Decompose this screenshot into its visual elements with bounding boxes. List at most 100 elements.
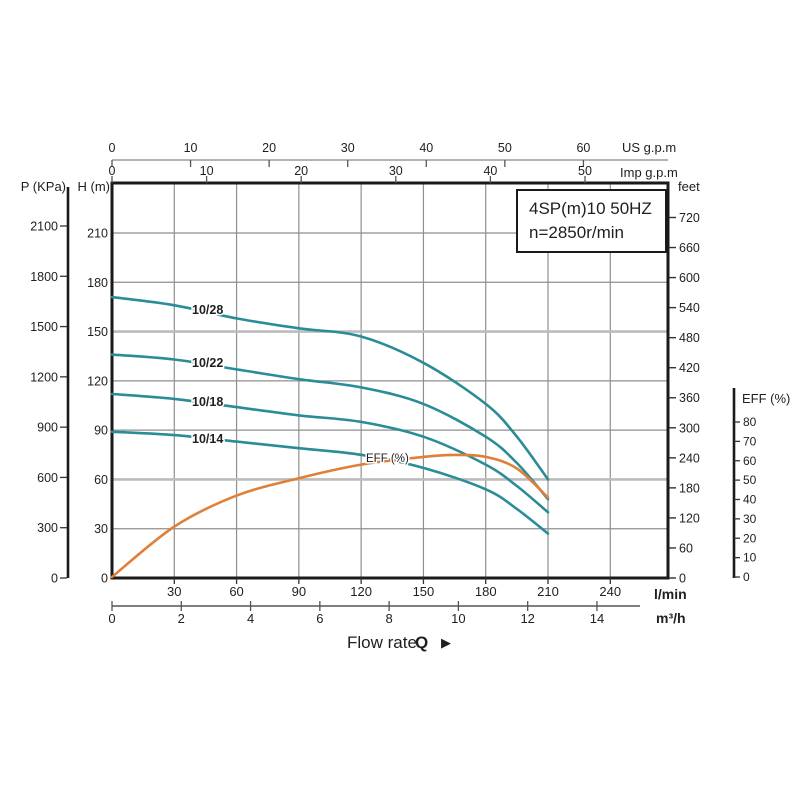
eff-tick-label: 70 <box>743 434 757 448</box>
curve-label: 10/28 <box>192 303 223 317</box>
feet-tick-label: 180 <box>679 481 700 495</box>
lmin-tick-label: 240 <box>599 584 621 599</box>
us-gpm-tick-label: 10 <box>184 141 198 155</box>
feet-tick-label: 540 <box>679 301 700 315</box>
imp-gpm-tick-label: 0 <box>109 164 116 178</box>
us-gpm-tick-label: 50 <box>498 141 512 155</box>
feet-tick-label: 480 <box>679 331 700 345</box>
feet-tick-label: 120 <box>679 511 700 525</box>
curve-eff- <box>110 453 550 579</box>
lmin-tick-label: 90 <box>292 584 306 599</box>
us-gpm-tick-label: 60 <box>576 141 590 155</box>
m3h-tick-label: 4 <box>247 611 254 626</box>
title-box: 4SP(m)10 50HZ n=2850r/min <box>516 189 667 253</box>
m3h-tick-label: 8 <box>386 611 393 626</box>
feet-tick-label: 240 <box>679 451 700 465</box>
tick-labels: 0 10 20 30 40 50 600 10 20 30 40 502100180015001200… <box>30 141 756 626</box>
p-tick-label: 1800 <box>30 270 58 284</box>
curve-label: 10/22 <box>192 356 223 370</box>
imp-gpm-tick-label: 30 <box>389 164 403 178</box>
pump-model-label: 4SP(m)10 50HZ <box>529 199 652 218</box>
feet-axis-title: feet <box>678 179 700 194</box>
curve-labels: 10/28 10/22 10/18 10/14 EFF (%) <box>191 302 411 467</box>
h-tick-label: 30 <box>94 522 108 536</box>
gridlines <box>112 183 668 578</box>
curve-label: 10/18 <box>192 395 223 409</box>
lmin-tick-label: 210 <box>537 584 559 599</box>
imp-gpm-axis-title: Imp g.p.m <box>620 165 678 180</box>
eff-axis-title: EFF (%) <box>742 391 790 406</box>
p-tick-label: 1500 <box>30 320 58 334</box>
eff-tick-label: 40 <box>743 493 757 507</box>
p-tick-label: 300 <box>37 521 58 535</box>
p-tick-label: 1200 <box>30 370 58 384</box>
pump-speed-label: n=2850r/min <box>529 223 624 242</box>
h-tick-label: 120 <box>87 374 108 388</box>
eff-tick-label: 50 <box>743 473 757 487</box>
feet-tick-label: 360 <box>679 391 700 405</box>
curve-10-28 <box>110 295 550 481</box>
flow-rate-label: Flow rate Q ▶ <box>347 633 451 652</box>
p-tick-label: 0 <box>51 572 58 586</box>
plot-frame <box>110 181 670 580</box>
axis-lines-and-ticks <box>60 159 740 611</box>
us-gpm-tick-label: 30 <box>341 141 355 155</box>
eff-tick-label: 20 <box>743 531 757 545</box>
m3h-tick-label: 12 <box>520 611 534 626</box>
eff-curve-label: EFF (%) <box>366 453 409 465</box>
p-tick-label: 2100 <box>30 219 58 233</box>
p-tick-label: 600 <box>37 471 58 485</box>
p-tick-label: 900 <box>37 421 58 435</box>
curve-10-14 <box>110 430 550 535</box>
us-gpm-tick-label: 40 <box>419 141 433 155</box>
curve-10-22 <box>110 353 550 501</box>
feet-tick-label: 660 <box>679 241 700 255</box>
lmin-tick-label: 150 <box>413 584 435 599</box>
m3h-axis-title: m³/h <box>656 610 686 626</box>
curve-10-18 <box>110 392 550 514</box>
eff-tick-label: 10 <box>743 551 757 565</box>
imp-gpm-tick-label: 10 <box>200 164 214 178</box>
flow-rate-text: Flow rate <box>347 633 417 652</box>
feet-tick-label: 600 <box>679 271 700 285</box>
us-gpm-axis-title: US g.p.m <box>622 140 676 155</box>
lmin-tick-label: 180 <box>475 584 497 599</box>
pressure-axis-title: P (KPa) <box>21 179 66 194</box>
us-gpm-tick-label: 0 <box>109 141 116 155</box>
imp-gpm-tick-label: 50 <box>578 164 592 178</box>
feet-tick-label: 420 <box>679 361 700 375</box>
feet-tick-label: 60 <box>679 541 693 555</box>
m3h-tick-label: 10 <box>451 611 465 626</box>
flow-rate-q: Q <box>415 633 428 652</box>
m3h-tick-label: 0 <box>108 611 115 626</box>
eff-tick-label: 60 <box>743 454 757 468</box>
m3h-tick-label: 2 <box>178 611 185 626</box>
curve-label: 10/14 <box>192 432 223 446</box>
eff-tick-label: 30 <box>743 512 757 526</box>
h-tick-label: 150 <box>87 325 108 339</box>
us-gpm-tick-label: 20 <box>262 141 276 155</box>
lmin-tick-label: 60 <box>229 584 243 599</box>
eff-tick-label: 80 <box>743 415 757 429</box>
feet-tick-label: 300 <box>679 421 700 435</box>
imp-gpm-tick-label: 20 <box>294 164 308 178</box>
m3h-tick-label: 6 <box>316 611 323 626</box>
m3h-tick-label: 14 <box>590 611 604 626</box>
h-tick-label: 90 <box>94 424 108 438</box>
head-axis-title: H (m) <box>78 179 111 194</box>
h-tick-label: 210 <box>87 227 108 241</box>
plot-border <box>110 181 670 580</box>
h-tick-label: 0 <box>101 572 108 586</box>
eff-tick-label: 0 <box>743 570 750 584</box>
h-tick-label: 60 <box>94 473 108 487</box>
performance-curves <box>110 295 550 579</box>
imp-gpm-tick-label: 40 <box>483 164 497 178</box>
flow-arrow-icon: ▶ <box>441 635 451 650</box>
lmin-tick-label: 120 <box>350 584 372 599</box>
feet-tick-label: 0 <box>679 572 686 586</box>
feet-tick-label: 720 <box>679 211 700 225</box>
lmin-tick-label: 30 <box>167 584 181 599</box>
title-box-border <box>516 189 667 253</box>
